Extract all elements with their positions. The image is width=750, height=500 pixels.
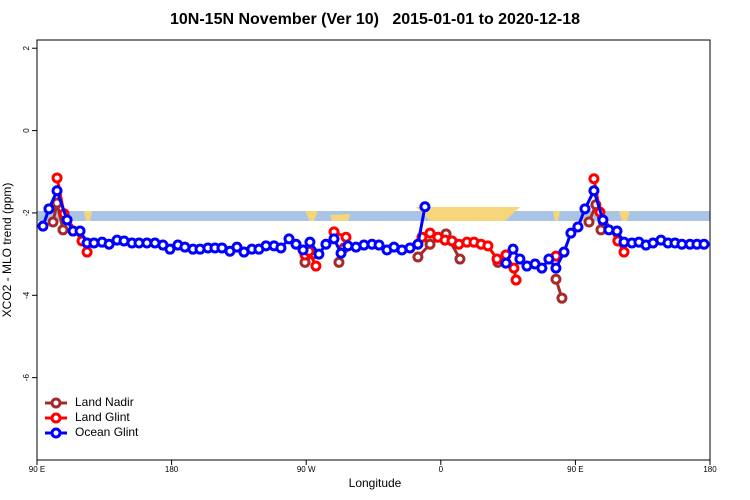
data-point	[61, 214, 73, 226]
chart-title: 10N-15N November (Ver 10) 2015-01-01 to …	[170, 11, 580, 28]
data-point	[313, 248, 325, 260]
data-point	[583, 216, 595, 228]
legend-label: Land Glint	[75, 410, 130, 424]
data-point	[290, 238, 302, 250]
series	[37, 185, 710, 274]
data-point	[320, 238, 332, 250]
data-point	[572, 221, 584, 233]
data-point	[297, 244, 309, 256]
data-point	[412, 238, 424, 250]
x-tick-label: 90 E	[567, 465, 583, 474]
data-point	[373, 239, 385, 251]
data-point	[103, 238, 115, 250]
data-point	[597, 214, 609, 226]
data-point	[231, 241, 243, 253]
data-point	[310, 260, 322, 272]
data-point	[412, 251, 424, 263]
x-tick-label: 90 W	[297, 465, 316, 474]
data-point	[419, 201, 431, 213]
x-tick-label: 180	[165, 465, 179, 474]
legend-label: Ocean Glint	[75, 425, 139, 439]
data-point	[550, 262, 562, 274]
data-point	[556, 292, 568, 304]
data-point	[510, 274, 522, 286]
land-patch	[619, 211, 630, 221]
x-axis-label: Longitude	[349, 476, 402, 490]
data-point	[51, 185, 63, 197]
data-point	[37, 220, 49, 232]
data-point	[588, 173, 600, 185]
data-point	[565, 227, 577, 239]
data-point	[491, 253, 503, 265]
data-point	[283, 233, 295, 245]
legend-marker	[50, 397, 62, 409]
data-point	[536, 262, 548, 274]
data-point	[51, 172, 63, 184]
data-point	[335, 247, 347, 259]
plot-frame	[36, 39, 711, 461]
land-patch	[553, 211, 560, 221]
data-point	[543, 253, 555, 265]
x-tick-label: 0	[439, 465, 444, 474]
data-point	[57, 224, 69, 236]
data-point	[588, 185, 600, 197]
legend-marker	[50, 412, 62, 424]
data-point	[454, 253, 466, 265]
data-point	[340, 231, 352, 243]
data-point	[164, 243, 176, 255]
y-tick-label: -6	[22, 374, 31, 382]
data-point	[43, 203, 55, 215]
data-point	[328, 233, 340, 245]
y-tick-label: -2	[22, 209, 31, 217]
data-point	[579, 203, 591, 215]
data-point	[558, 246, 570, 258]
y-tick-label: -4	[22, 291, 31, 299]
mask-band	[37, 211, 710, 221]
land-patch	[330, 214, 350, 221]
land-mask	[37, 207, 710, 221]
data-point	[507, 243, 519, 255]
legend-label: Land Nadir	[75, 395, 134, 409]
data-point	[698, 238, 710, 250]
data-point	[424, 227, 436, 239]
x-tick-label: 90 E	[29, 465, 45, 474]
data-point	[74, 225, 86, 237]
data-point	[514, 253, 526, 265]
y-axis-label: XCO2 - MLO trend (ppm)	[0, 183, 14, 318]
x-tick-label: 180	[703, 465, 717, 474]
data-point	[482, 240, 494, 252]
data-point	[81, 246, 93, 258]
series	[51, 172, 630, 286]
y-tick-label: 0	[22, 128, 31, 133]
data-point	[275, 242, 287, 254]
data-point	[47, 216, 59, 228]
land-patch	[84, 211, 92, 221]
land-patch	[416, 207, 520, 221]
data-point	[333, 256, 345, 268]
data-point	[500, 257, 512, 269]
data-point	[618, 246, 630, 258]
data-point	[424, 238, 436, 250]
y-tick-label: 2	[22, 45, 31, 50]
data-point	[508, 262, 520, 274]
data-point	[611, 225, 623, 237]
land-patch	[305, 211, 318, 221]
legend-marker	[50, 427, 62, 439]
data-point	[550, 273, 562, 285]
data-point	[304, 236, 316, 248]
